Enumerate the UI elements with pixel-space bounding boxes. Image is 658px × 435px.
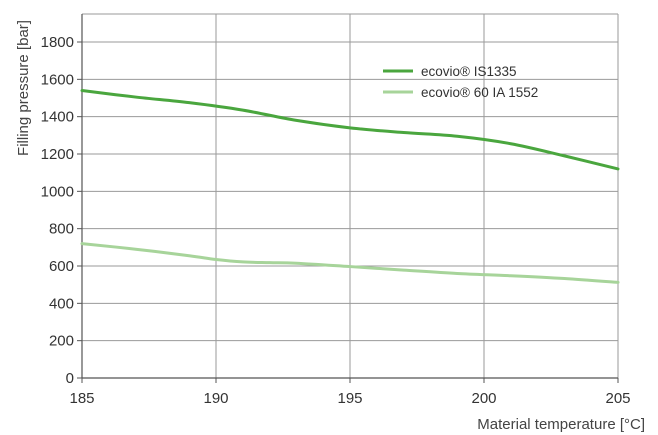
x-tick-label: 185 xyxy=(69,390,94,407)
x-tick-label: 205 xyxy=(605,390,630,407)
y-tick-label: 600 xyxy=(49,258,74,275)
series-line-1 xyxy=(80,242,620,284)
series-line-0 xyxy=(80,89,620,171)
y-tick-label: 800 xyxy=(49,221,74,238)
x-tick-labels: 185 190 195 200 205 xyxy=(69,390,630,407)
y-tick-label: 1800 xyxy=(41,34,74,51)
y-axis-label: Filling pressure [bar] xyxy=(15,20,32,156)
legend-label-ia1552: ecovio® 60 IA 1552 xyxy=(421,85,538,100)
legend: ecovio® IS1335 ecovio® 60 IA 1552 xyxy=(383,64,538,100)
x-tick-label: 195 xyxy=(337,390,362,407)
x-tick-label: 190 xyxy=(203,390,228,407)
y-tick-label: 0 xyxy=(66,370,74,387)
y-tick-label: 1200 xyxy=(41,146,74,163)
y-tick-label: 1000 xyxy=(41,183,74,200)
y-tick-label: 200 xyxy=(49,333,74,350)
x-tick-label: 200 xyxy=(471,390,496,407)
axes xyxy=(77,14,619,383)
legend-label-is1335: ecovio® IS1335 xyxy=(421,64,517,79)
y-tick-label: 1400 xyxy=(41,109,74,126)
x-axis-label: Material temperature [°C] xyxy=(477,416,645,433)
series-lines xyxy=(80,89,620,284)
y-tick-label: 1600 xyxy=(41,71,74,88)
y-tick-labels: 0 200 400 600 800 1000 1200 1400 1600 1800 xyxy=(41,34,74,387)
grid-lines xyxy=(82,13,619,378)
y-tick-label: 400 xyxy=(49,295,74,312)
